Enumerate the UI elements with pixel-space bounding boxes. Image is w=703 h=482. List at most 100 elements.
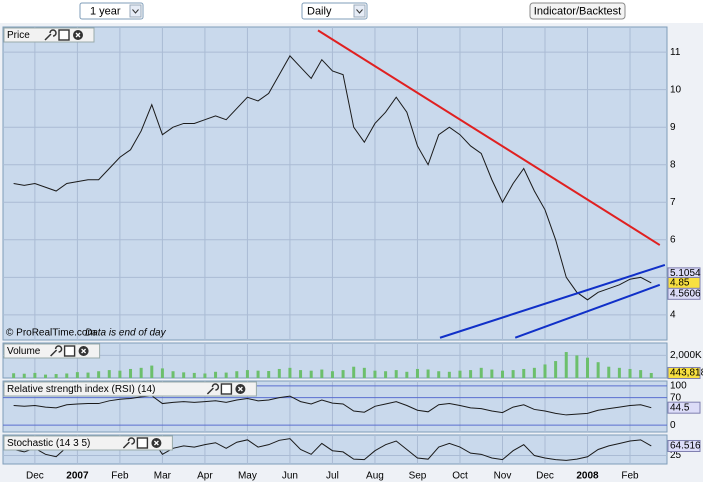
volume-bar: [44, 374, 48, 378]
value-marker-label: 4.5606: [670, 288, 701, 299]
y-tick-label: 100: [670, 381, 687, 392]
volume-bar: [639, 370, 643, 378]
x-tick-label: Dec: [536, 471, 554, 482]
volume-bar: [33, 372, 37, 378]
volume-bar: [235, 371, 239, 378]
volume-bar: [575, 355, 579, 378]
window-icon[interactable]: [58, 29, 70, 41]
y-tick-label: 10: [670, 84, 682, 95]
volume-bar: [543, 364, 547, 378]
x-tick-label: Feb: [621, 471, 639, 482]
settings-icon[interactable]: [44, 29, 57, 41]
volume-bar: [160, 368, 164, 378]
panel-title: Volume: [7, 346, 41, 357]
volume-bar: [564, 352, 568, 378]
volume-bar: [554, 361, 558, 378]
x-tick-label: 2007: [66, 471, 89, 482]
y-tick-label: 11: [670, 47, 681, 58]
volume-bar: [139, 367, 143, 378]
x-tick-label: May: [238, 471, 257, 482]
x-tick-label: Jul: [326, 471, 339, 482]
period-label: 1 year: [90, 5, 121, 17]
button-label: Indicator/Backtest: [534, 5, 621, 17]
volume-bar: [479, 367, 483, 378]
series-line: [13, 395, 652, 416]
volume-bar: [469, 370, 473, 378]
volume-bar: [245, 370, 249, 378]
panel-header: [3, 381, 257, 397]
interval-select[interactable]: [301, 2, 368, 20]
volume-bar: [415, 368, 419, 378]
volume-bar: [288, 367, 292, 378]
volume-bar: [522, 368, 526, 378]
close-x: [237, 386, 243, 392]
x-tick-label: Dec: [26, 471, 44, 482]
dropdown-arrow: [353, 4, 366, 18]
period-select[interactable]: [79, 2, 144, 20]
volume-bar: [490, 369, 494, 378]
volume-bar: [97, 371, 101, 378]
volume-bar: [277, 368, 281, 378]
settings-icon[interactable]: [206, 383, 220, 395]
window-icon[interactable]: [136, 437, 149, 449]
volume-bar: [352, 366, 356, 378]
volume-bar: [628, 368, 632, 378]
volume-bar: [107, 370, 111, 378]
volume-bar: [511, 370, 515, 378]
dropdown-arrow: [129, 4, 142, 18]
panel-header: [3, 435, 173, 451]
volume-bar: [54, 374, 58, 378]
x-tick-label: Jun: [282, 471, 298, 482]
value-marker-label: 4.85: [670, 278, 690, 289]
arrow-icon: [356, 9, 363, 14]
value-marker: [667, 366, 701, 379]
y-tick-label: 6: [670, 234, 676, 245]
value-marker: [667, 439, 701, 452]
trend-line: [439, 263, 666, 339]
y-tick-label: 25: [670, 450, 682, 461]
volume-bar: [129, 368, 133, 378]
volume-bar: [426, 369, 430, 378]
window-icon[interactable]: [220, 383, 233, 395]
window-icon[interactable]: [63, 345, 76, 357]
x-tick-label: Sep: [409, 471, 427, 482]
volume-bar: [437, 371, 441, 378]
volume-bar: [394, 370, 398, 378]
volume-bar: [309, 370, 313, 378]
x-tick-label: Mar: [154, 471, 172, 482]
settings-icon[interactable]: [122, 437, 136, 449]
value-marker: [667, 287, 701, 300]
plot-area: [2, 26, 668, 341]
volume-bar: [458, 370, 462, 378]
volume-bar: [596, 362, 600, 378]
volume-bar: [586, 357, 590, 378]
value-marker-label: 64.516: [670, 441, 701, 452]
close-x: [75, 32, 81, 38]
series-line: [13, 55, 652, 301]
close-x: [153, 440, 159, 446]
x-tick-label: Nov: [494, 471, 512, 482]
indicator-button[interactable]: [529, 2, 626, 20]
panel-title: Price: [7, 30, 30, 41]
volume-bar: [75, 372, 79, 378]
y-tick-label: 8: [670, 159, 676, 170]
value-marker-label: 5.1054: [670, 268, 701, 279]
volume-bar: [192, 372, 196, 378]
volume-bar: [362, 367, 366, 378]
x-tick-label: Feb: [111, 471, 129, 482]
volume-bar: [203, 373, 207, 378]
volume-bar: [384, 371, 388, 378]
volume-bar: [330, 371, 334, 378]
x-tick-label: Apr: [197, 471, 213, 482]
y-tick-label: 9: [670, 122, 676, 133]
volume-bar: [320, 369, 324, 378]
volume-bar: [22, 373, 26, 378]
volume-bar: [65, 373, 69, 378]
volume-bar: [299, 370, 303, 378]
data-note: Data is end of day: [85, 328, 167, 339]
volume-bar: [447, 371, 451, 378]
settings-icon[interactable]: [50, 345, 63, 357]
value-marker: [667, 401, 701, 414]
y-tick-label: 7: [670, 197, 676, 208]
